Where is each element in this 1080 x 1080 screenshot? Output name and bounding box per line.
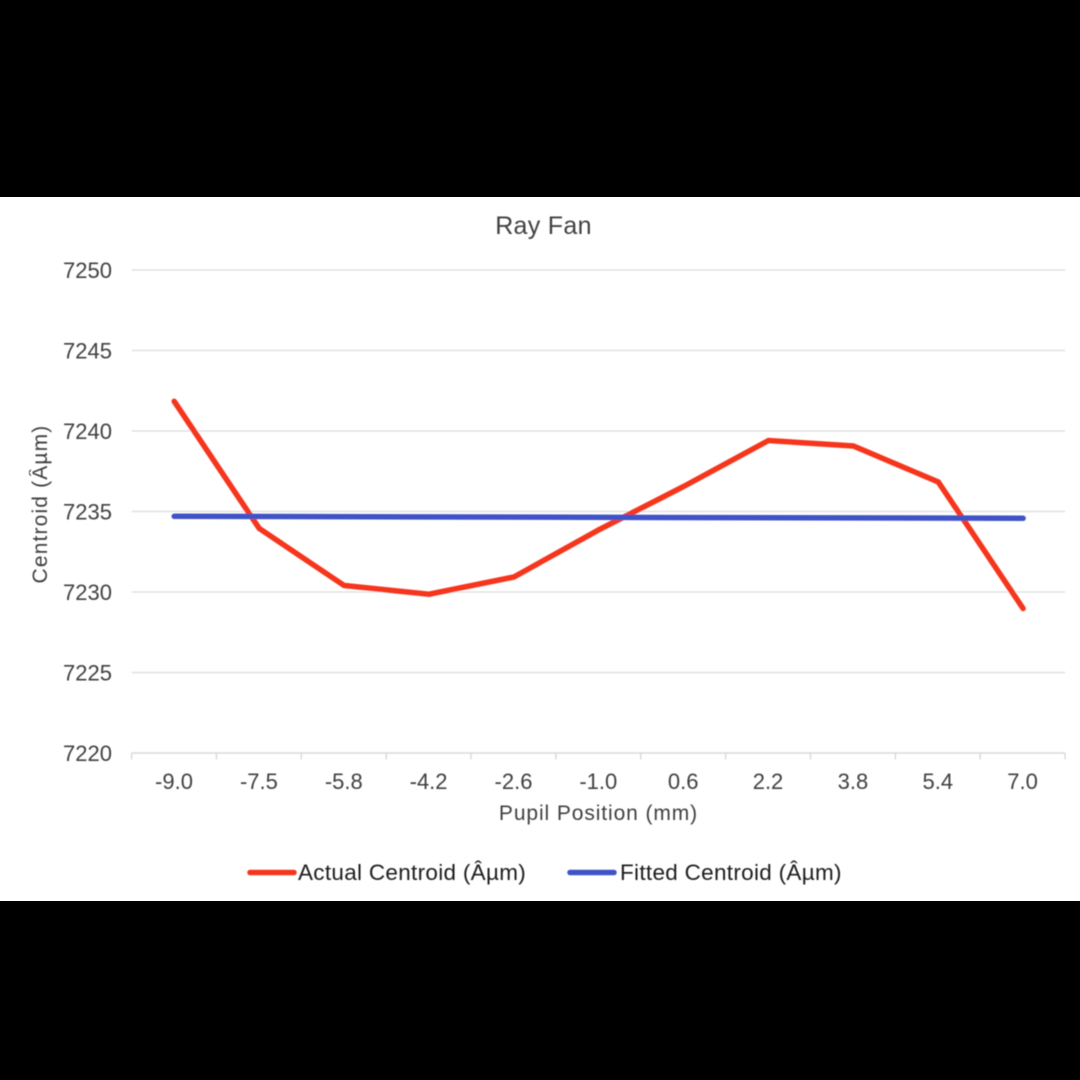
svg-text:7245: 7245 <box>63 339 112 364</box>
svg-text:7240: 7240 <box>63 419 112 444</box>
svg-text:Actual Centroid (Âµm): Actual Centroid (Âµm) <box>298 860 526 885</box>
svg-text:7230: 7230 <box>63 580 112 605</box>
svg-text:5.4: 5.4 <box>923 769 954 794</box>
svg-text:7250: 7250 <box>63 258 112 283</box>
svg-text:7.0: 7.0 <box>1007 769 1038 794</box>
svg-text:7235: 7235 <box>63 500 112 525</box>
svg-text:-2.6: -2.6 <box>495 769 533 794</box>
svg-text:Centroid (Âµm): Centroid (Âµm) <box>29 425 52 584</box>
svg-text:7220: 7220 <box>63 741 112 766</box>
svg-text:-5.8: -5.8 <box>325 769 363 794</box>
svg-text:-9.0: -9.0 <box>155 769 193 794</box>
svg-text:Pupil Position (mm): Pupil Position (mm) <box>499 802 698 825</box>
svg-text:7225: 7225 <box>63 661 112 686</box>
svg-text:2.2: 2.2 <box>753 769 784 794</box>
svg-text:-7.5: -7.5 <box>240 769 278 794</box>
svg-text:-1.0: -1.0 <box>579 769 617 794</box>
svg-text:-4.2: -4.2 <box>410 769 448 794</box>
svg-text:0.6: 0.6 <box>668 769 699 794</box>
svg-text:3.8: 3.8 <box>838 769 869 794</box>
svg-text:Ray Fan: Ray Fan <box>495 212 592 240</box>
svg-text:Fitted Centroid (Âµm): Fitted Centroid (Âµm) <box>620 860 842 885</box>
